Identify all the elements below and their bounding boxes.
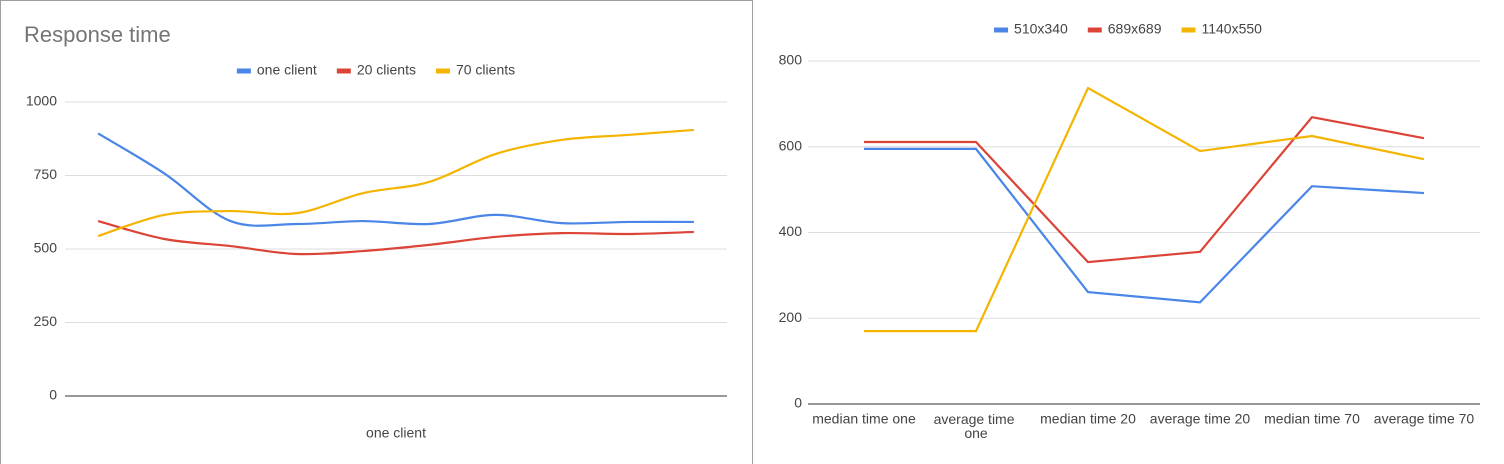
x-axis-label: one client: [366, 425, 426, 441]
y-tick-label: 200: [779, 309, 803, 325]
chart-title: Response time: [24, 22, 171, 47]
legend-label: 70 clients: [456, 62, 515, 78]
series-line: [864, 86, 1425, 333]
x-tick-label: median time one: [812, 411, 916, 427]
y-tick-label: 600: [779, 137, 803, 153]
series-line: [864, 147, 1425, 304]
y-tick-label: 750: [34, 166, 58, 182]
y-tick-label: 500: [34, 240, 58, 256]
legend-swatch: [1087, 27, 1102, 33]
legend-label: one client: [257, 62, 317, 78]
x-tick-label: average time one: [934, 411, 1019, 441]
series-line: [97, 132, 694, 227]
series-line: [97, 128, 694, 238]
y-tick-label: 250: [34, 313, 58, 329]
y-tick-label: 1000: [26, 93, 57, 109]
legend-swatch: [435, 68, 450, 74]
x-tick-label: median time 70: [1264, 411, 1360, 427]
y-tick-label: 0: [49, 387, 57, 403]
series-line: [864, 115, 1425, 264]
y-tick-label: 400: [779, 223, 803, 239]
y-tick-label: 0: [794, 395, 802, 411]
legend-swatch: [1181, 27, 1196, 33]
series-line: [97, 220, 694, 256]
legend-label: 689x689: [1108, 21, 1162, 37]
y-tick-label: 800: [779, 52, 803, 68]
x-tick-label: average time 20: [1150, 411, 1251, 427]
legend-label: 20 clients: [357, 62, 416, 78]
legend-label: 510x340: [1014, 21, 1068, 37]
legend-swatch: [994, 27, 1009, 33]
legend-swatch: [236, 68, 251, 74]
legend-label: 1140x550: [1201, 21, 1262, 37]
legend-swatch: [336, 68, 351, 74]
x-tick-label: median time 20: [1040, 411, 1136, 427]
x-tick-label: average time 70: [1374, 411, 1475, 427]
left-panel-frame: [0, 0, 753, 464]
